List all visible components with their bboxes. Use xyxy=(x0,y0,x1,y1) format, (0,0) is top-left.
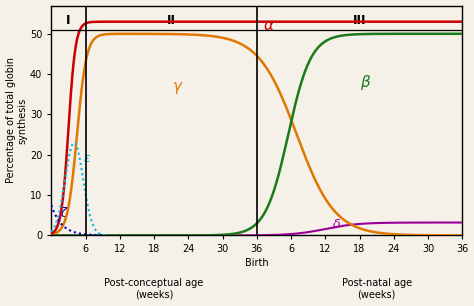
Text: γ: γ xyxy=(173,79,182,94)
Text: α: α xyxy=(263,18,273,33)
Text: ε: ε xyxy=(83,152,90,165)
Text: II: II xyxy=(167,13,176,27)
Text: Post-conceptual age
(weeks): Post-conceptual age (weeks) xyxy=(104,278,204,299)
Text: I: I xyxy=(66,13,71,27)
Text: β: β xyxy=(360,75,370,90)
Text: δ: δ xyxy=(333,218,340,231)
Y-axis label: Percentage of total globin
synthesis: Percentage of total globin synthesis xyxy=(6,58,27,184)
Text: III: III xyxy=(353,13,366,27)
Text: Post-natal age
(weeks): Post-natal age (weeks) xyxy=(342,278,412,299)
Text: Birth: Birth xyxy=(245,258,269,268)
Text: ζ: ζ xyxy=(61,207,67,220)
